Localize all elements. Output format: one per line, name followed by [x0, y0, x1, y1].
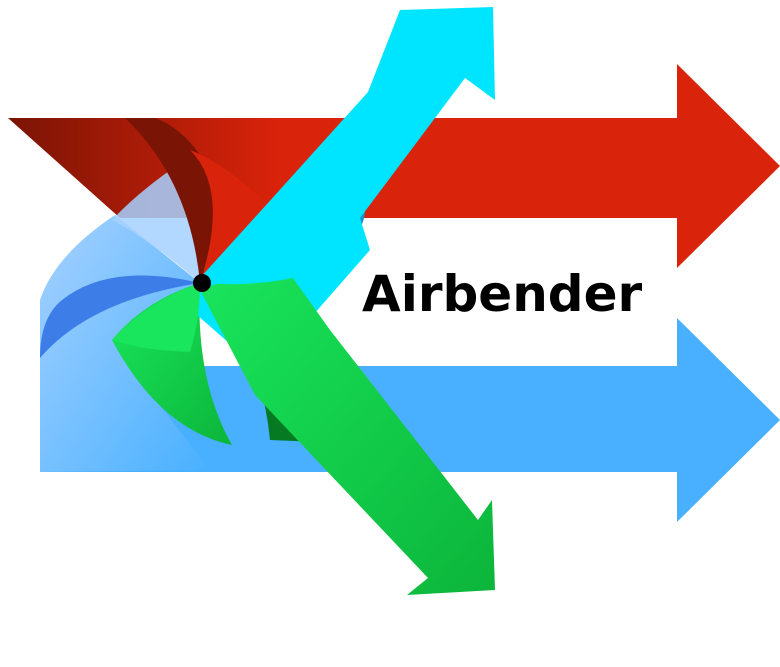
green-arrow-icon: [200, 260, 495, 595]
blue-arrow-icon: [40, 318, 780, 522]
pinwheel-front-blades: [112, 212, 360, 352]
pinwheel-pin-icon: [193, 274, 211, 292]
brand-wordmark: Airbender: [362, 265, 642, 323]
